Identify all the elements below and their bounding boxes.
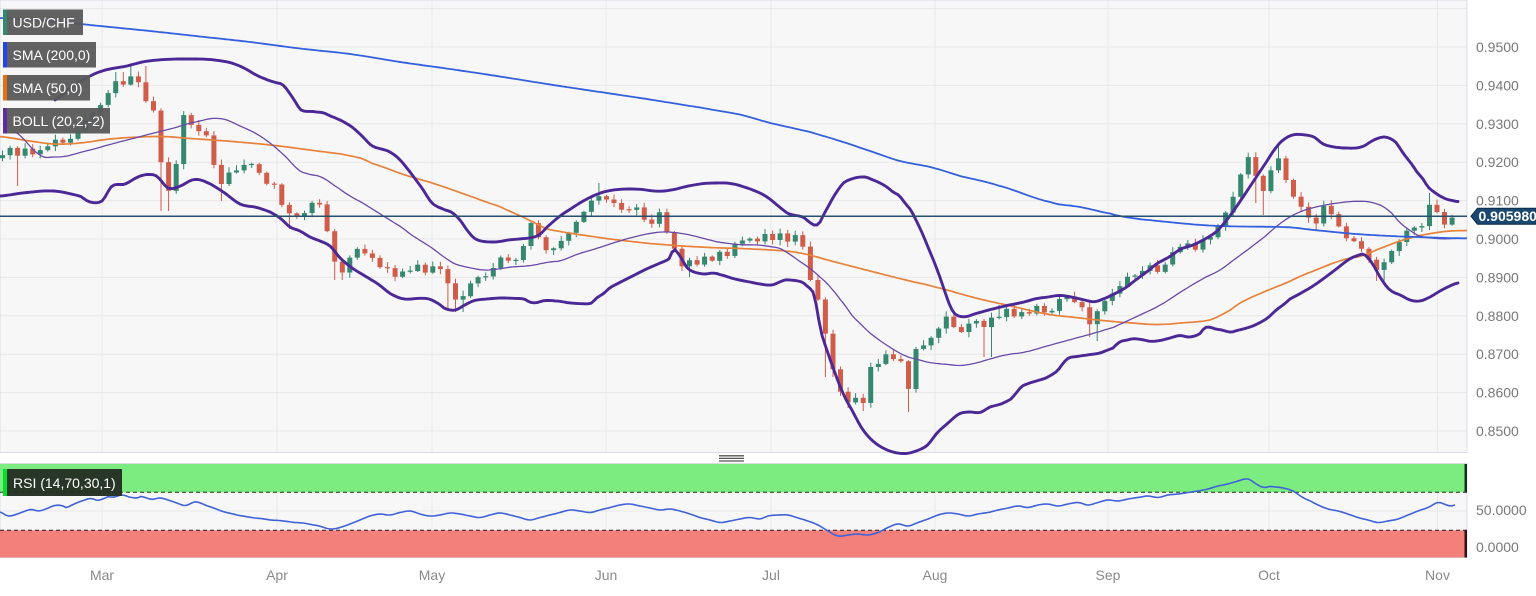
svg-text:0.905980: 0.905980 bbox=[1479, 208, 1536, 224]
svg-text:Sep: Sep bbox=[1096, 567, 1121, 583]
svg-text:0.8600: 0.8600 bbox=[1476, 385, 1519, 401]
svg-text:0.9500: 0.9500 bbox=[1476, 39, 1519, 55]
svg-text:Apr: Apr bbox=[266, 567, 288, 583]
svg-text:Jun: Jun bbox=[595, 567, 618, 583]
svg-text:SMA (50,0): SMA (50,0) bbox=[13, 80, 83, 96]
svg-text:0.8500: 0.8500 bbox=[1476, 423, 1519, 439]
svg-text:Jul: Jul bbox=[762, 567, 780, 583]
svg-text:May: May bbox=[419, 567, 445, 583]
svg-text:0.9200: 0.9200 bbox=[1476, 154, 1519, 170]
svg-text:0.8900: 0.8900 bbox=[1476, 269, 1519, 285]
svg-text:USD/CHF: USD/CHF bbox=[13, 15, 75, 31]
svg-text:RSI (14,70,30,1): RSI (14,70,30,1) bbox=[13, 475, 116, 491]
svg-text:0.9300: 0.9300 bbox=[1476, 116, 1519, 132]
svg-text:Aug: Aug bbox=[923, 567, 948, 583]
svg-text:Oct: Oct bbox=[1258, 567, 1280, 583]
svg-text:0.8800: 0.8800 bbox=[1476, 308, 1519, 324]
svg-text:0.0000: 0.0000 bbox=[1476, 539, 1519, 555]
svg-text:SMA (200,0): SMA (200,0) bbox=[13, 47, 91, 63]
svg-text:50.0000: 50.0000 bbox=[1476, 502, 1527, 518]
svg-text:BOLL (20,2,-2): BOLL (20,2,-2) bbox=[13, 113, 105, 129]
svg-text:0.9400: 0.9400 bbox=[1476, 77, 1519, 93]
svg-text:0.8700: 0.8700 bbox=[1476, 346, 1519, 362]
svg-text:0.9100: 0.9100 bbox=[1476, 193, 1519, 209]
svg-text:Nov: Nov bbox=[1425, 567, 1450, 583]
svg-text:0.9000: 0.9000 bbox=[1476, 231, 1519, 247]
svg-text:Mar: Mar bbox=[90, 567, 114, 583]
